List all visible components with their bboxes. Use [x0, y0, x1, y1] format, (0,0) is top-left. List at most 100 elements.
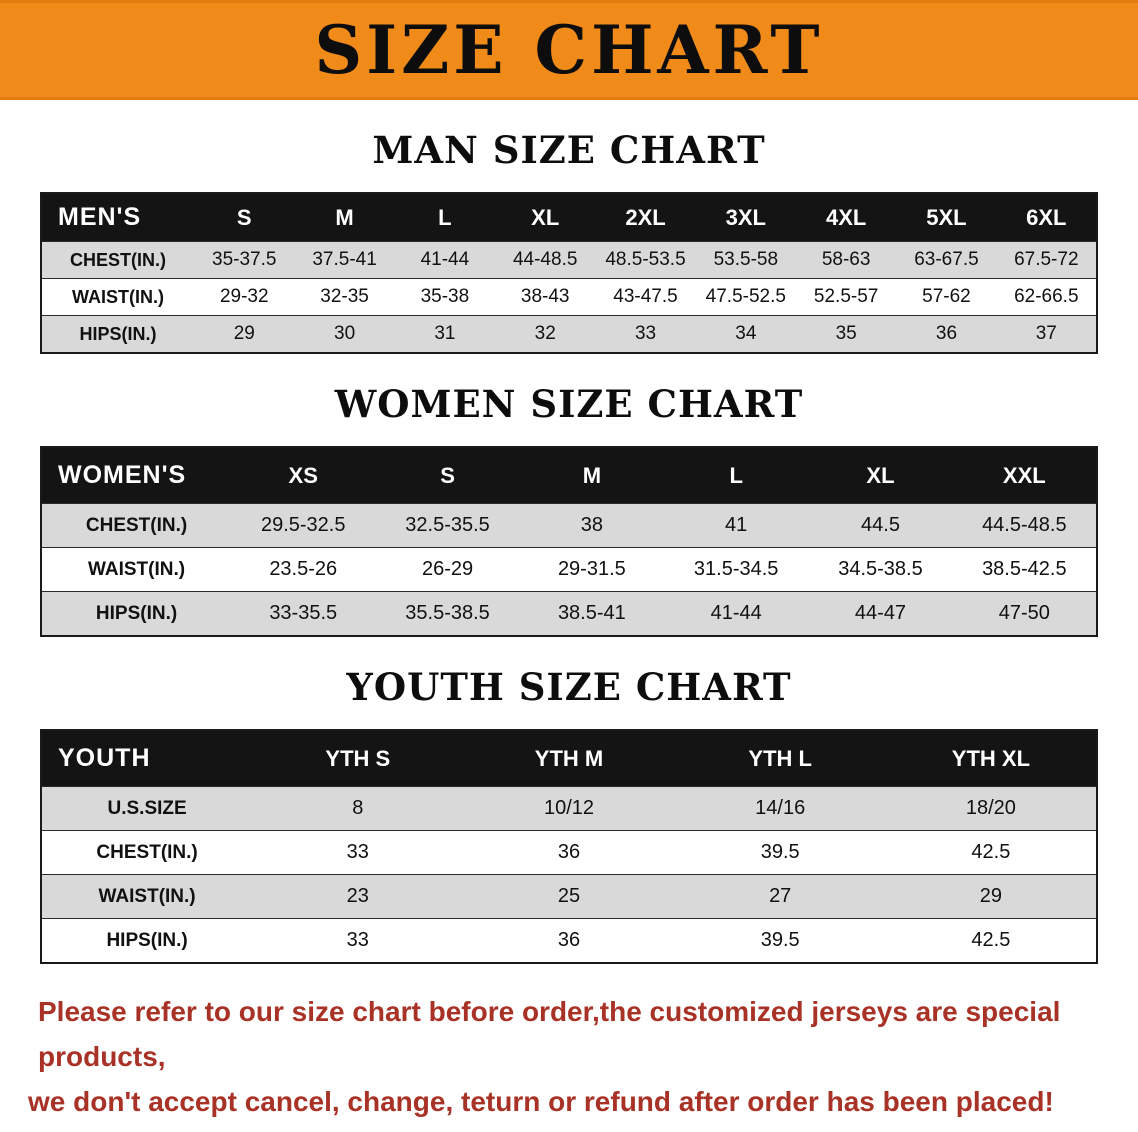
- size-value-cell: 8: [252, 786, 464, 831]
- table-header-row: MEN'S S M L XL 2XL 3XL 4XL 5XL 6XL: [41, 193, 1097, 242]
- men-section-heading: MAN SIZE CHART: [372, 128, 766, 172]
- table-row: CHEST(IN.) 33 36 39.5 42.5: [41, 830, 1097, 875]
- size-value-cell: 38: [519, 503, 665, 548]
- size-value-cell: 30: [294, 315, 395, 353]
- size-value-cell: 18/20: [885, 786, 1097, 831]
- men-size-section: MAN SIZE CHART MEN'S S M L XL 2XL 3XL 4XL 5XL 6XL…: [0, 128, 1138, 354]
- size-value-cell: 48.5-53.5: [595, 241, 696, 279]
- size-value-cell: 63-67.5: [896, 241, 997, 279]
- table-title-cell: MEN'S: [41, 193, 195, 242]
- size-value-cell: 29.5-32.5: [231, 503, 376, 548]
- table-title-cell: YOUTH: [41, 730, 253, 787]
- row-label-cell: HIPS(IN.): [41, 315, 195, 353]
- size-column-header: XXL: [952, 447, 1097, 504]
- size-value-cell: 41: [664, 503, 809, 548]
- size-value-cell: 34.5-38.5: [808, 547, 953, 592]
- size-value-cell: 33: [252, 918, 464, 963]
- size-value-cell: 67.5-72: [996, 241, 1097, 279]
- size-value-cell: 32: [495, 315, 596, 353]
- row-label-cell: HIPS(IN.): [41, 918, 253, 963]
- size-column-header: 6XL: [996, 193, 1097, 242]
- size-value-cell: 41-44: [394, 241, 496, 279]
- size-column-header: 2XL: [595, 193, 696, 242]
- size-value-cell: 58-63: [795, 241, 897, 279]
- size-value-cell: 37.5-41: [294, 241, 395, 279]
- size-value-cell: 39.5: [674, 830, 886, 875]
- size-value-cell: 43-47.5: [595, 278, 696, 316]
- table-row: WAIST(IN.) 29-32 32-35 35-38 38-43 43-47.5 47.…: [41, 278, 1097, 316]
- size-value-cell: 57-62: [896, 278, 997, 316]
- row-label-cell: CHEST(IN.): [41, 503, 232, 548]
- size-value-cell: 32-35: [294, 278, 395, 316]
- size-value-cell: 53.5-58: [695, 241, 796, 279]
- size-value-cell: 38-43: [495, 278, 596, 316]
- table-header-row: YOUTH YTH S YTH M YTH L YTH XL: [41, 730, 1097, 787]
- row-label-cell: HIPS(IN.): [41, 591, 232, 636]
- size-column-header: M: [519, 447, 665, 504]
- size-value-cell: 36: [896, 315, 997, 353]
- size-column-header: S: [375, 447, 520, 504]
- size-value-cell: 31: [394, 315, 496, 353]
- women-size-table: WOMEN'S XS S M L XL XXL CHEST(IN.) 29.5-32.5 32.5…: [40, 446, 1098, 637]
- size-value-cell: 41-44: [664, 591, 809, 636]
- page-title: SIZE CHART: [314, 11, 824, 89]
- size-value-cell: 52.5-57: [795, 278, 897, 316]
- size-column-header: YTH S: [252, 730, 464, 787]
- size-value-cell: 42.5: [885, 830, 1097, 875]
- size-column-header: S: [194, 193, 295, 242]
- size-value-cell: 44-48.5: [495, 241, 596, 279]
- size-value-cell: 44.5-48.5: [952, 503, 1097, 548]
- size-value-cell: 29: [885, 874, 1097, 919]
- table-row: CHEST(IN.) 29.5-32.5 32.5-35.5 38 41 44.5 44.5…: [41, 503, 1097, 548]
- size-column-header: L: [664, 447, 809, 504]
- size-value-cell: 62-66.5: [996, 278, 1097, 316]
- women-size-section: WOMEN SIZE CHART WOMEN'S XS S M L XL XXL CHEST(…: [0, 382, 1138, 637]
- size-column-header: YTH L: [674, 730, 886, 787]
- size-column-header: 5XL: [896, 193, 997, 242]
- table-row: WAIST(IN.) 23 25 27 29: [41, 874, 1097, 919]
- size-value-cell: 39.5: [674, 918, 886, 963]
- row-label-cell: WAIST(IN.): [41, 278, 195, 316]
- row-label-cell: U.S.SIZE: [41, 786, 253, 831]
- size-column-header: XS: [231, 447, 376, 504]
- size-value-cell: 36: [463, 830, 675, 875]
- banner: SIZE CHART: [0, 0, 1138, 100]
- size-value-cell: 35-38: [394, 278, 496, 316]
- size-value-cell: 38.5-41: [519, 591, 665, 636]
- table-header-row: WOMEN'S XS S M L XL XXL: [41, 447, 1097, 504]
- size-column-header: YTH M: [463, 730, 675, 787]
- size-column-header: XL: [808, 447, 953, 504]
- size-value-cell: 32.5-35.5: [375, 503, 520, 548]
- youth-size-section: YOUTH SIZE CHART YOUTH YTH S YTH M YTH L YTH…: [0, 665, 1138, 964]
- size-value-cell: 42.5: [885, 918, 1097, 963]
- youth-section-heading: YOUTH SIZE CHART: [346, 665, 792, 709]
- table-row: CHEST(IN.) 35-37.5 37.5-41 41-44 44-48.5 48.5…: [41, 241, 1097, 279]
- size-value-cell: 44-47: [808, 591, 953, 636]
- size-value-cell: 35-37.5: [194, 241, 295, 279]
- size-value-cell: 47.5-52.5: [695, 278, 796, 316]
- table-row: HIPS(IN.) 33 36 39.5 42.5: [41, 918, 1097, 963]
- table-row: WAIST(IN.) 23.5-26 26-29 29-31.5 31.5-34.5 34…: [41, 547, 1097, 592]
- row-label-cell: CHEST(IN.): [41, 241, 195, 279]
- size-value-cell: 38.5-42.5: [952, 547, 1097, 592]
- size-column-header: YTH XL: [885, 730, 1097, 787]
- women-section-heading: WOMEN SIZE CHART: [334, 382, 804, 426]
- size-value-cell: 44.5: [808, 503, 953, 548]
- size-value-cell: 37: [996, 315, 1097, 353]
- size-value-cell: 47-50: [952, 591, 1097, 636]
- size-column-header: 3XL: [695, 193, 796, 242]
- size-value-cell: 10/12: [463, 786, 675, 831]
- size-value-cell: 33: [252, 830, 464, 875]
- disclaimer: Please refer to our size chart before or…: [28, 990, 1102, 1124]
- row-label-cell: WAIST(IN.): [41, 547, 232, 592]
- size-value-cell: 35.5-38.5: [375, 591, 520, 636]
- size-value-cell: 29: [194, 315, 295, 353]
- men-size-table: MEN'S S M L XL 2XL 3XL 4XL 5XL 6XL CHEST(IN.) 35-37…: [40, 192, 1098, 354]
- table-row: HIPS(IN.) 33-35.5 35.5-38.5 38.5-41 41-44 44-…: [41, 591, 1097, 636]
- row-label-cell: CHEST(IN.): [41, 830, 253, 875]
- size-value-cell: 25: [463, 874, 675, 919]
- size-column-header: M: [294, 193, 395, 242]
- size-column-header: XL: [495, 193, 596, 242]
- size-value-cell: 33: [595, 315, 696, 353]
